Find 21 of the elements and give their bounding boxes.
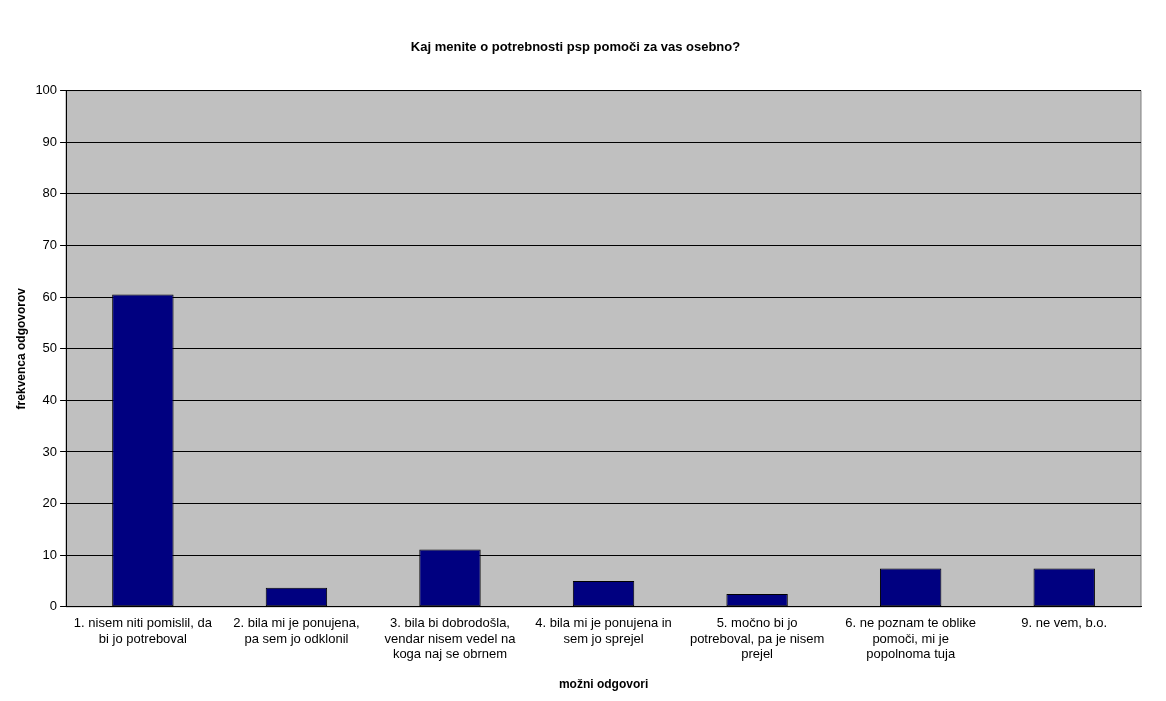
y-tick-label: 60 [42,288,58,304]
x-tick-label: 3. bila bi dobrodošla, vendar nisem vedel na koga naj se obrnem [384,615,517,662]
x-tick-label: 6. ne poznam te oblike pomoči, mi je popolnoma tuja [845,615,977,662]
chart-title: Kaj menite o potrebnosti psp pomoči za vas osebno? [410,39,741,55]
x-axis-title: možni odgovori [558,677,649,692]
y-tick-label: 10 [42,546,58,562]
x-tick-label: 5. močno bi jo potreboval, pa je nisem prejel [689,615,825,662]
x-tick-label: 2. bila mi je ponujena, pa sem jo odklonil [233,615,360,646]
y-tick-label: 20 [42,495,58,511]
y-tick-label: 80 [42,185,58,201]
y-tick-label: 30 [42,443,58,459]
x-tick-label: 9. ne vem, b.o. [1021,615,1108,631]
y-tick-label: 90 [42,133,58,149]
y-tick-label: 40 [42,391,58,407]
y-tick-label: 70 [42,237,58,253]
y-tick-label: 0 [49,598,58,614]
x-tick-label: 1. nisem niti pomislil, da bi jo potreboval [73,615,213,646]
x-tick-label: 4. bila mi je ponujena in sem jo sprejel [535,615,672,646]
y-tick-label: 100 [35,82,58,98]
y-axis-title: frekvenca odgovorov [13,287,28,410]
y-tick-label: 50 [42,340,58,356]
